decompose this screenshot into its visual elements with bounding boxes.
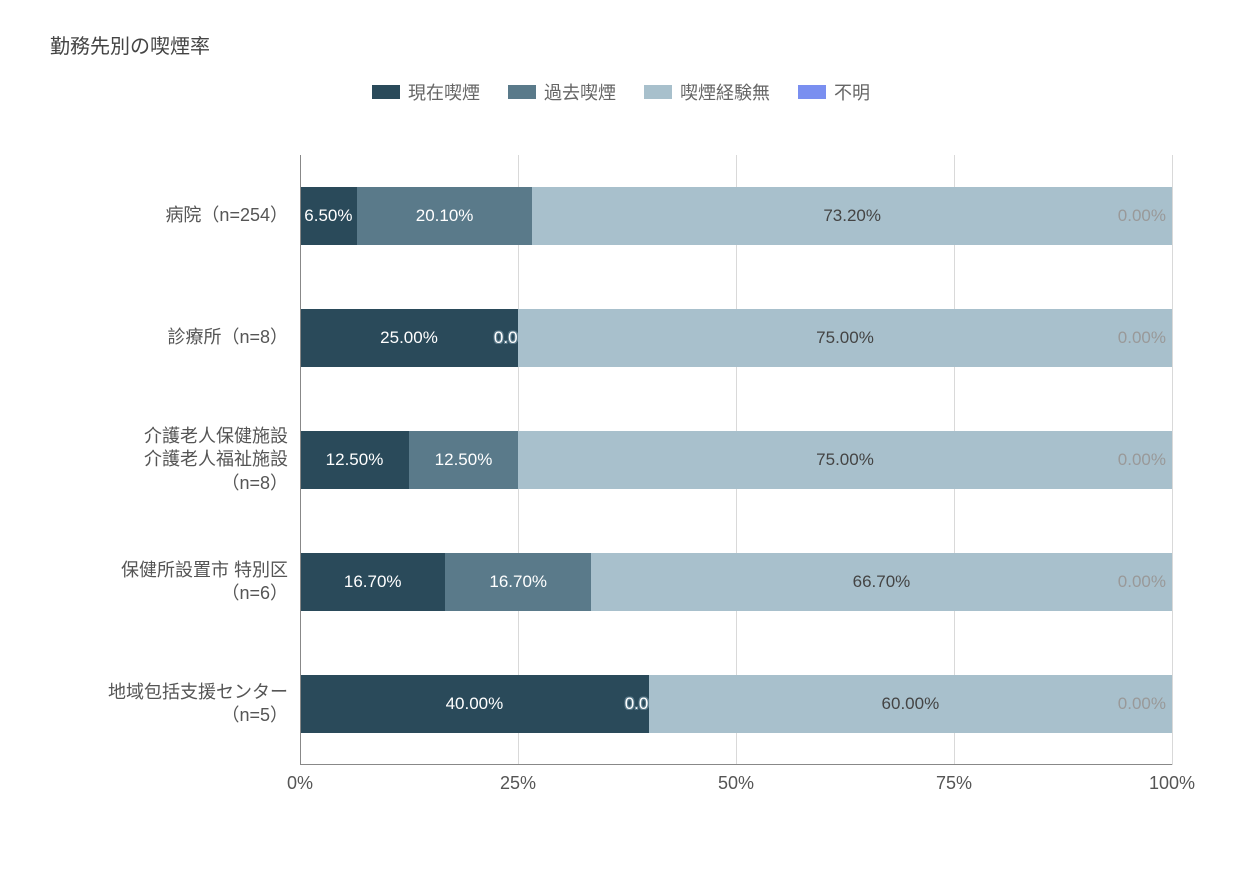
bar-value-label: 66.70% — [853, 572, 911, 592]
bar-value-label: 0.00% — [1118, 206, 1166, 226]
legend-swatch-current — [372, 85, 400, 99]
legend-item-unknown: 不明 — [798, 79, 870, 105]
bar-value-label: 12.50% — [435, 450, 493, 470]
bar-segment-current: 12.50% — [300, 431, 409, 489]
bar-value-label: 75.00% — [816, 328, 874, 348]
bar-value-label: 0.00% — [1118, 450, 1166, 470]
stacked-bar: 40.00%0.00%60.00%0.00% — [300, 675, 1172, 733]
legend-label-never: 喫煙経験無 — [680, 79, 770, 105]
bar-value-label: 40.00% — [446, 694, 504, 714]
table-row: 診療所（n=8）25.00%0.00%75.00%0.00% — [300, 309, 1172, 367]
chart-title: 勤務先別の喫煙率 — [50, 30, 1202, 59]
bar-value-label: 20.10% — [416, 206, 474, 226]
bar-value-label: 0.00% — [1118, 572, 1166, 592]
x-axis-line — [300, 764, 1172, 765]
bar-value-label: 75.00% — [816, 450, 874, 470]
legend: 現在喫煙 過去喫煙 喫煙経験無 不明 — [40, 79, 1202, 105]
chart-container: 勤務先別の喫煙率 現在喫煙 過去喫煙 喫煙経験無 不明 病院（n=254）6.5… — [0, 0, 1242, 892]
stacked-bar: 6.50% 20.10% 73.20% 0.00% — [300, 187, 1172, 245]
plot-area: 病院（n=254）6.50%20.10%73.20%0.00%診療所（n=8）2… — [300, 155, 1172, 795]
bar-value-label: 6.50% — [304, 206, 352, 226]
bar-value-label: 0.00% — [1118, 328, 1166, 348]
bar-segment-current: 6.50% — [300, 187, 357, 245]
legend-label-current: 現在喫煙 — [408, 79, 480, 105]
x-tick-label: 100% — [1149, 773, 1195, 794]
legend-item-never: 喫煙経験無 — [644, 79, 770, 105]
bar-segment-current: 40.00% — [300, 675, 649, 733]
bar-segment-current: 16.70% — [300, 553, 445, 611]
stacked-bar: 25.00%0.00%75.00%0.00% — [300, 309, 1172, 367]
bar-segment-current: 25.00% — [300, 309, 518, 367]
bar-value-label: 16.70% — [344, 572, 402, 592]
legend-label-unknown: 不明 — [834, 79, 870, 105]
bar-rows: 病院（n=254）6.50%20.10%73.20%0.00%診療所（n=8）2… — [300, 155, 1172, 765]
legend-swatch-past — [508, 85, 536, 99]
legend-swatch-never — [644, 85, 672, 99]
bar-segment-never: 73.20% — [532, 187, 1172, 245]
legend-item-current: 現在喫煙 — [372, 79, 480, 105]
stacked-bar: 12.50% 12.50% 75.00% 0.00% — [300, 431, 1172, 489]
table-row: 保健所設置市 特別区 （n=6）16.70%16.70%66.70%0.00% — [300, 553, 1172, 611]
bar-segment-never: 60.00% — [649, 675, 1172, 733]
bar-value-label: 12.50% — [326, 450, 384, 470]
x-tick-label: 25% — [500, 773, 536, 794]
table-row: 病院（n=254）6.50%20.10%73.20%0.00% — [300, 187, 1172, 245]
bar-segment-past: 16.70% — [445, 553, 590, 611]
bar-value-label: 73.20% — [823, 206, 881, 226]
bar-segment-never: 75.00% — [518, 431, 1172, 489]
category-label: 介護老人保健施設 介護老人福祉施設 （n=8） — [50, 425, 300, 495]
y-axis-line — [300, 155, 301, 765]
x-tick-label: 75% — [936, 773, 972, 794]
bar-value-label: 60.00% — [882, 694, 940, 714]
category-label: 保健所設置市 特別区 （n=6） — [50, 559, 300, 606]
legend-swatch-unknown — [798, 85, 826, 99]
bar-segment-never: 75.00% — [518, 309, 1172, 367]
category-label: 病院（n=254） — [50, 204, 300, 227]
bar-value-label: 25.00% — [380, 328, 438, 348]
category-label: 診療所（n=8） — [50, 326, 300, 349]
legend-item-past: 過去喫煙 — [508, 79, 616, 105]
table-row: 地域包括支援センター （n=5）40.00%0.00%60.00%0.00% — [300, 675, 1172, 733]
gridline — [1172, 155, 1173, 765]
bar-value-label: 16.70% — [489, 572, 547, 592]
stacked-bar: 16.70% 16.70% 66.70% 0.00% — [300, 553, 1172, 611]
legend-label-past: 過去喫煙 — [544, 79, 616, 105]
x-tick-label: 50% — [718, 773, 754, 794]
bar-segment-never: 66.70% — [591, 553, 1172, 611]
category-label: 地域包括支援センター （n=5） — [50, 681, 300, 728]
bar-segment-past: 20.10% — [357, 187, 533, 245]
bar-segment-past: 12.50% — [409, 431, 518, 489]
table-row: 介護老人保健施設 介護老人福祉施設 （n=8）12.50%12.50%75.00… — [300, 431, 1172, 489]
bar-value-label: 0.00% — [1118, 694, 1166, 714]
x-tick-label: 0% — [287, 773, 313, 794]
